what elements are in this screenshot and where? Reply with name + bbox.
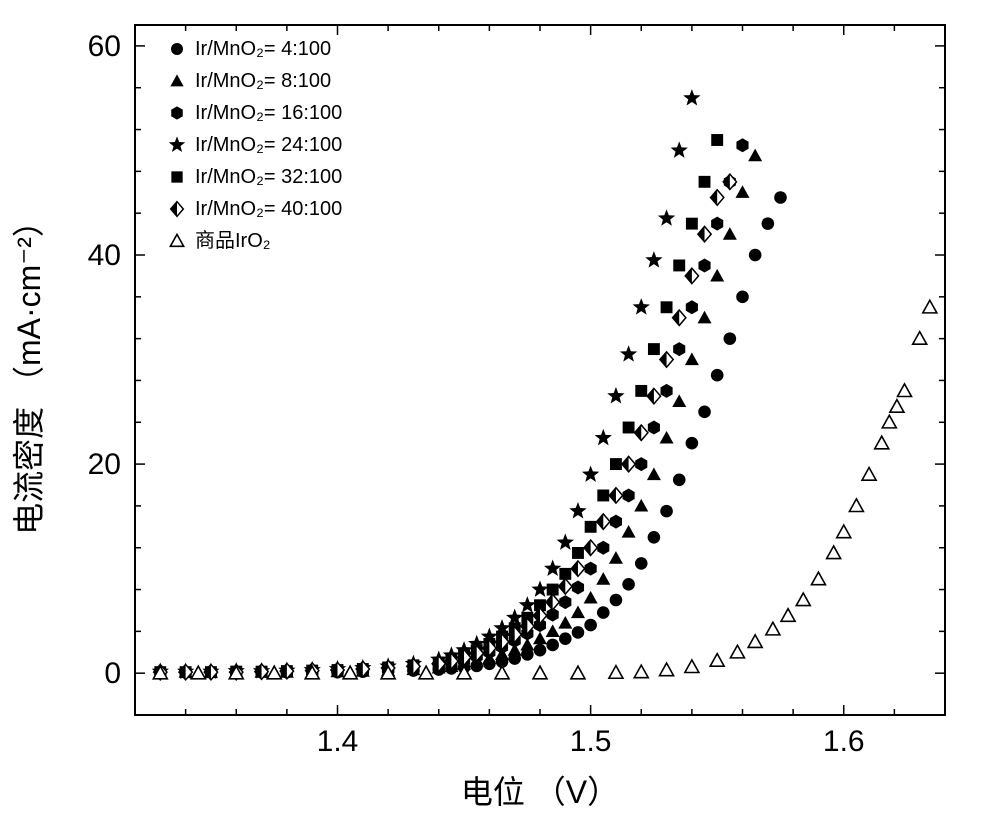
- legend-item-label: 商品IrO₂: [195, 229, 271, 252]
- y-axis-label: 电流密度 （mA·cm⁻²）: [11, 205, 47, 535]
- legend-item-label: Ir/MnO₂= 32:100: [195, 166, 342, 188]
- x-tick-label: 1.6: [823, 725, 865, 758]
- x-tick-label: 1.4: [317, 725, 359, 758]
- legend-item-label: Ir/MnO₂= 8:100: [195, 70, 331, 92]
- legend-item-label: Ir/MnO₂= 24:100: [195, 134, 342, 156]
- legend-item-label: Ir/MnO₂= 16:100: [195, 102, 342, 124]
- y-tick-label: 0: [104, 657, 121, 690]
- x-axis-label: 电位 （V）: [461, 774, 619, 810]
- chart-svg: 1.4 1.5 1.6 0 20 40 60 电位 （V） 电流密度 （mA·cm⁻²） Ir/M…: [0, 0, 1000, 832]
- x-tick-label: 1.5: [570, 725, 612, 758]
- legend-item-label: Ir/MnO₂= 4:100: [195, 38, 331, 60]
- legend-item-label: Ir/MnO₂= 40:100: [195, 198, 342, 220]
- y-tick-label: 20: [88, 448, 121, 481]
- y-tick-label: 40: [88, 239, 121, 272]
- y-tick-label: 60: [88, 30, 121, 63]
- chart-container: { "canvas": {"w":1000,"h":832}, "plot": …: [0, 0, 1000, 832]
